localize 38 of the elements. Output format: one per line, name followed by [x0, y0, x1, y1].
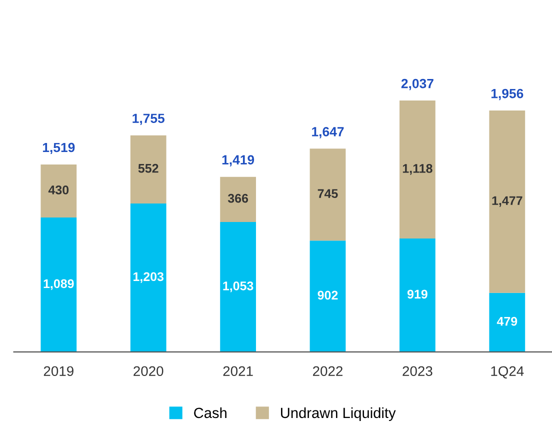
- x-tick-label: 2019: [44, 366, 74, 376]
- bar: [400, 100, 436, 239]
- bar: [40, 164, 77, 218]
- data-label: 366: [228, 194, 248, 203]
- data-label: 1,053: [223, 281, 254, 292]
- data-label: 1,118: [402, 164, 432, 175]
- bar: [310, 240, 346, 352]
- data-label: 745: [318, 189, 338, 198]
- legend-label: Undrawn Liquidity: [281, 407, 396, 421]
- bar: [400, 238, 436, 352]
- total-label: 1,647: [312, 127, 344, 138]
- bar: [220, 222, 256, 352]
- data-label: 1,477: [492, 196, 522, 207]
- legend-label: Cash: [194, 407, 226, 418]
- x-tick-label: 2023: [402, 366, 432, 376]
- total-label: 1,519: [42, 142, 75, 154]
- data-label: 902: [318, 290, 338, 300]
- bar: [130, 203, 166, 352]
- total-label: 2,037: [401, 78, 434, 90]
- bar: [489, 110, 526, 293]
- x-tick-label: 2020: [134, 366, 164, 376]
- x-tick-label: 2021: [223, 366, 253, 376]
- data-label: 1,089: [44, 279, 74, 290]
- bar: [220, 176, 256, 222]
- x-tick-label: 2022: [313, 366, 343, 376]
- data-label: 919: [407, 290, 428, 299]
- total-label: 1,419: [222, 155, 254, 166]
- data-label: 430: [48, 186, 69, 194]
- data-label: 479: [496, 316, 518, 326]
- total-label: 1,755: [132, 114, 164, 125]
- data-label: 1,203: [134, 272, 164, 283]
- bar: [489, 292, 526, 352]
- bar: [40, 218, 77, 352]
- data-label: 552: [138, 164, 158, 173]
- bar: [310, 148, 346, 241]
- total-label: 1,956: [491, 88, 524, 100]
- bar: [130, 135, 166, 204]
- x-tick-label: 1Q24: [491, 366, 524, 379]
